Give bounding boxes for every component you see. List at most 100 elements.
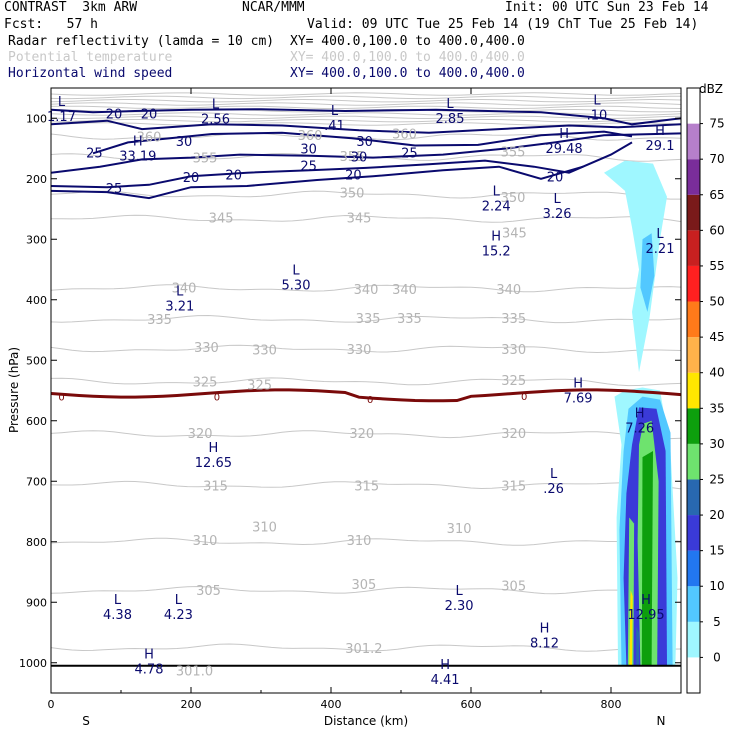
theta-contour-305 [51, 585, 681, 595]
stratosphere-theta-contour [51, 92, 681, 96]
colorbar-label: 55 [709, 259, 724, 273]
extremum-value: .41 [324, 119, 345, 134]
y-tick-label: 700 [26, 475, 47, 488]
extremum-value: 2.85 [436, 112, 465, 127]
theta-contour-320 [51, 430, 681, 440]
field-1-label: Radar reflectivity (lamda = 10 cm) [8, 34, 275, 49]
colorbar-label: 0 [713, 650, 721, 664]
theta-label: 325 [501, 374, 526, 389]
theta-contour-345 [51, 214, 681, 223]
reflectivity-shade-40dbz [629, 590, 633, 666]
theta-label: 305 [351, 578, 376, 593]
theta-label: 315 [501, 479, 526, 494]
colorbar-label: 20 [709, 508, 724, 522]
theta-label: 325 [193, 375, 218, 390]
theta-contour-325 [51, 377, 681, 387]
colorbar-label: 75 [709, 117, 724, 131]
extremum-value: 7.69 [564, 391, 593, 406]
colorbar-swatch [687, 301, 700, 338]
colorbar-label: 60 [709, 223, 724, 237]
x-tick-label: 0 [48, 698, 55, 711]
extremum-value: 12.65 [195, 456, 232, 471]
colorbar-label: 45 [709, 330, 724, 344]
extremum-value: 15.2 [482, 244, 511, 259]
extremum-value: 3.26 [543, 207, 572, 222]
extremum-value: 3.21 [165, 300, 194, 315]
freezing-level-label: 0 [521, 392, 527, 403]
x-tick-label: 200 [181, 698, 202, 711]
extremum-marker: L [656, 227, 664, 242]
extremum-value: 7.26 [625, 422, 654, 437]
wind-speed-label: 30 [351, 150, 368, 165]
theta-contour-310 [51, 537, 681, 546]
theta-label: 340 [172, 282, 197, 297]
freezing-level-label: 0 [367, 395, 373, 406]
wind-speed-label: 25 [401, 147, 418, 162]
extremum-marker: H [559, 127, 569, 142]
extremum-value: .26 [543, 482, 564, 497]
colorbar-label: 70 [709, 152, 724, 166]
plot-frame [50, 87, 682, 694]
colorbar-swatch [687, 337, 700, 373]
theta-label: 315 [203, 479, 228, 494]
theta-label: 335 [356, 312, 381, 327]
y-axis-title: Pressure (hPa) [7, 347, 21, 433]
extremum-value: 33.19 [119, 149, 156, 164]
extremum-marker: L [455, 584, 463, 599]
stratosphere-theta-contour [51, 98, 681, 103]
extremum-marker: H [540, 622, 550, 637]
wind-speed-label: 25 [300, 159, 317, 174]
wind-speed-contour [51, 165, 584, 200]
extremum-value: 2.21 [646, 242, 675, 257]
theta-label: 355 [501, 146, 526, 161]
reflectivity-shade-25dbz [636, 626, 639, 666]
x-tick-label: 400 [321, 698, 342, 711]
freezing-level-label: 0 [58, 393, 64, 404]
wind-speed-label: 30 [356, 135, 373, 150]
wind-speed-label: 20 [345, 169, 362, 184]
extremum-value: .10 [587, 108, 608, 123]
extremum-marker: H [209, 441, 219, 456]
extremum-marker: H [635, 407, 645, 422]
theta-label: 301.0 [176, 665, 213, 680]
colorbar-swatch [687, 657, 700, 693]
x-tick-label: 800 [601, 698, 622, 711]
theta-contour-303 [51, 643, 681, 652]
wind-speed-label: 20 [106, 107, 123, 122]
colorbar-label: 5 [713, 615, 721, 629]
wind-speed-label: 25 [106, 182, 123, 197]
extremum-marker: H [144, 648, 154, 663]
extremum-value: 4.38 [103, 608, 132, 623]
theta-label: 310 [347, 534, 372, 549]
stratosphere-theta-contour [51, 122, 681, 126]
theta-label: 350 [501, 191, 526, 206]
colorbar-unit: dBZ [699, 82, 723, 96]
extremum-marker: L [114, 593, 122, 608]
colorbar-swatch [687, 265, 700, 302]
freezing-level-label: 0 [214, 393, 220, 404]
theta-label: 330 [347, 343, 372, 358]
x-axis-title: Distance (km) [324, 714, 408, 728]
theta-contour-330 [51, 344, 681, 354]
extremum-marker: L [553, 192, 561, 207]
x-tick-label: 600 [461, 698, 482, 711]
stratosphere-theta-contour [51, 112, 681, 116]
y-tick-label: 100 [26, 112, 47, 125]
extremum-value: 4.23 [164, 608, 193, 623]
colorbar-swatch [687, 586, 700, 622]
wind-speed-label: 25 [86, 147, 103, 162]
wind-speed-label: 20 [183, 171, 200, 186]
y-tick-label: 400 [26, 294, 47, 307]
theta-label: 330 [194, 341, 219, 356]
theta-label: 320 [188, 427, 213, 442]
y-tick-label: 600 [26, 415, 47, 428]
colorbar-swatch [687, 408, 700, 444]
wind-speed-contour [51, 119, 681, 134]
theta-label: 340 [392, 283, 417, 298]
extremum-marker: H [641, 593, 651, 608]
extremum-marker: L [212, 98, 220, 113]
extremum-value: 12.95 [627, 608, 664, 623]
extremum-marker: L [550, 467, 558, 482]
